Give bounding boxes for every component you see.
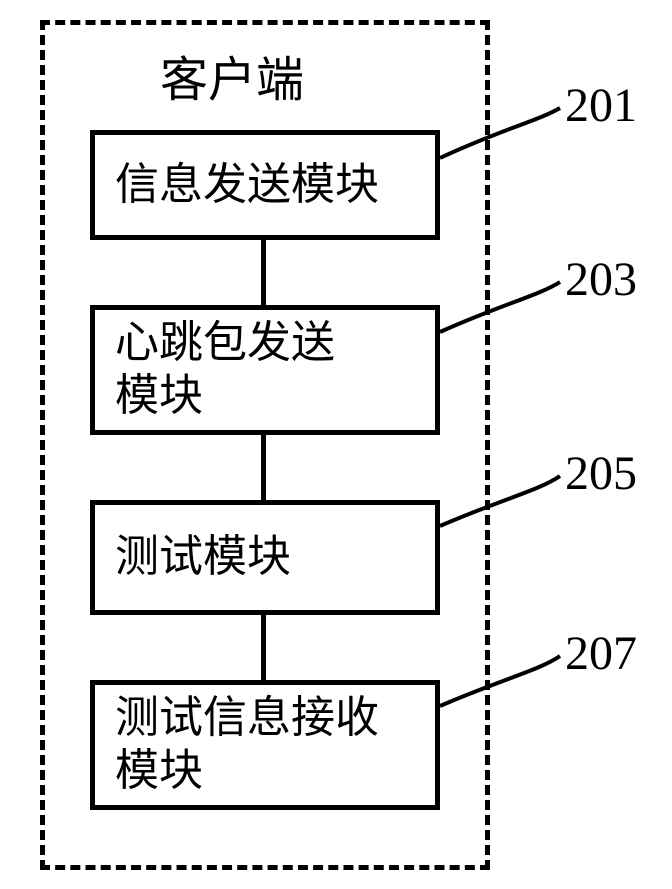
leader-201 [440,108,560,158]
leader-203 [440,282,560,332]
ref-207: 207 [565,626,637,681]
leader-207 [440,656,560,706]
ref-203: 203 [565,252,637,307]
leader-lines [0,0,672,889]
ref-205: 205 [565,446,637,501]
ref-201: 201 [565,78,637,133]
leader-205 [440,476,560,526]
